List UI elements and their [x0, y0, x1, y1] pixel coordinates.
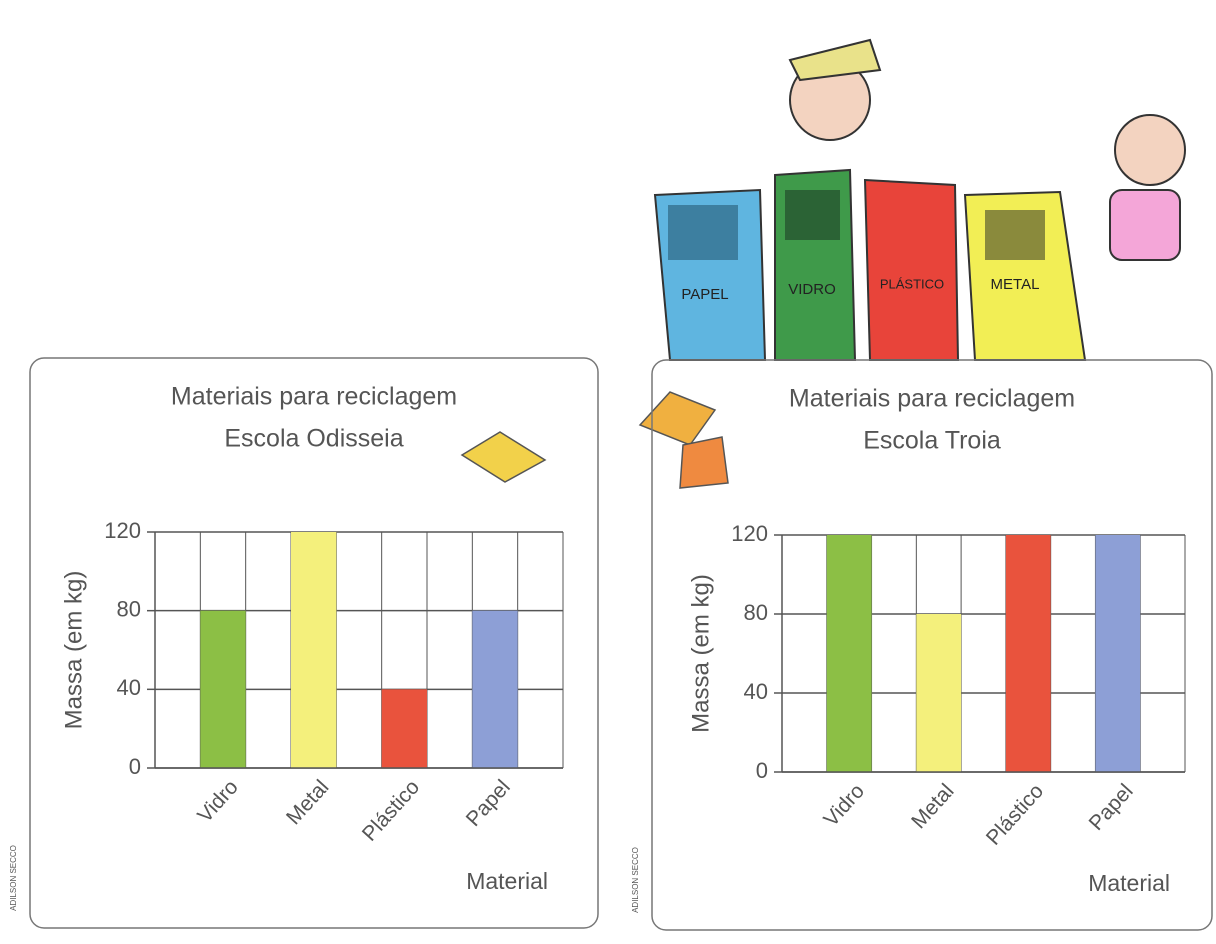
chart-frame	[651, 359, 1213, 931]
y-tick-label: 120	[731, 521, 768, 546]
x-tick-label: Metal	[282, 776, 333, 830]
bin-slot	[668, 205, 738, 260]
kid-cap	[788, 38, 882, 82]
kid-body	[1109, 189, 1181, 261]
paper-scrap	[638, 391, 717, 446]
y-tick-label: 40	[117, 675, 141, 700]
bin-label: METAL	[991, 276, 1040, 293]
bar	[1095, 535, 1141, 772]
x-tick-label: Papel	[462, 776, 515, 831]
illustration: PAPEL VIDRO PLÁSTICO METAL	[460, 38, 1186, 489]
bin-slot	[785, 190, 840, 240]
y-tick-label: 0	[756, 758, 768, 783]
paper-scrap	[679, 436, 729, 489]
y-tick-label: 80	[744, 600, 768, 625]
y-axis-label: Massa (em kg)	[60, 571, 87, 730]
bar	[826, 535, 872, 772]
bin-slot	[985, 210, 1045, 260]
kid-head	[1114, 114, 1186, 186]
x-tick-label: Vidro	[193, 776, 243, 828]
chart-title: Materiais para reciclagem	[789, 385, 1075, 413]
credit: ADILSON SECCO	[9, 845, 18, 911]
chart-subtitle: Escola Troia	[863, 427, 1001, 455]
chart-title: Materiais para reciclagem	[171, 383, 457, 411]
bar	[1005, 535, 1051, 772]
x-axis-label: Material	[466, 868, 548, 894]
bin-plastic	[863, 178, 960, 361]
chart-frame	[29, 357, 599, 929]
bar	[291, 532, 337, 768]
x-axis-label: Material	[1088, 870, 1170, 896]
y-axis-label: Massa (em kg)	[687, 574, 714, 733]
y-tick-label: 80	[117, 596, 141, 621]
paper-scrap	[460, 431, 547, 483]
credit: ADILSON SECCO	[631, 847, 640, 913]
y-tick-label: 0	[129, 754, 141, 779]
y-tick-label: 120	[104, 518, 141, 543]
bar	[381, 689, 427, 768]
x-tick-label: Plástico	[358, 776, 424, 846]
bar	[200, 610, 246, 768]
bin-label: PLÁSTICO	[880, 276, 944, 291]
x-tick-label: Papel	[1085, 780, 1138, 835]
bar	[916, 614, 962, 772]
chart: Materiais para reciclagem Escola Odisseia…	[9, 357, 599, 929]
bin-label: VIDRO	[788, 281, 836, 298]
chart-subtitle: Escola Odisseia	[224, 425, 403, 453]
bin-label: PAPEL	[681, 286, 728, 303]
x-tick-label: Plástico	[982, 780, 1048, 850]
x-tick-label: Metal	[907, 780, 958, 834]
bar	[472, 610, 518, 768]
x-tick-label: Vidro	[819, 780, 869, 832]
y-tick-label: 40	[744, 679, 768, 704]
